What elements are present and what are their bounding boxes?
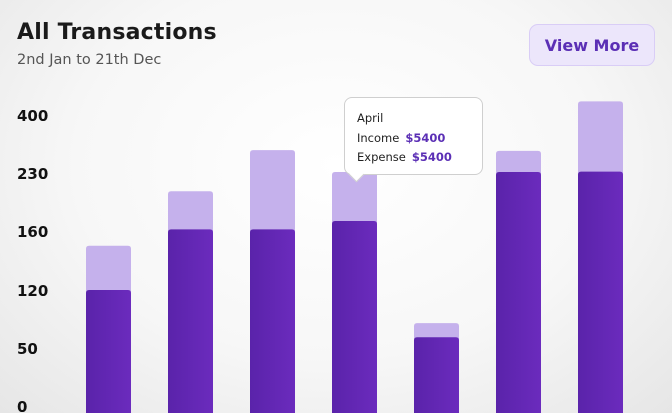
tooltip-month: April bbox=[357, 111, 384, 125]
bar-income[interactable] bbox=[414, 337, 459, 413]
bar-income[interactable] bbox=[168, 229, 213, 413]
page-title: All Transactions bbox=[17, 20, 217, 45]
tooltip-expense-value: $5400 bbox=[411, 150, 452, 164]
y-tick-label: 400 bbox=[17, 107, 48, 125]
date-range-subtitle: 2nd Jan to 21th Dec bbox=[17, 52, 162, 68]
bar-income[interactable] bbox=[250, 229, 295, 413]
bar-income[interactable] bbox=[496, 171, 541, 413]
bar-income[interactable] bbox=[578, 171, 623, 413]
y-tick-label: 120 bbox=[17, 282, 48, 300]
tooltip-income-label: Income bbox=[357, 130, 400, 145]
tooltip-income-value: $5400 bbox=[405, 130, 446, 145]
view-more-button[interactable]: View More bbox=[529, 24, 655, 66]
tooltip-expense-label: Expense bbox=[357, 150, 406, 164]
bar-tooltip: April Income $5400 Expense $5400 bbox=[344, 97, 483, 183]
bar-income[interactable] bbox=[332, 221, 377, 413]
y-tick-label: 160 bbox=[17, 223, 48, 241]
bar-income[interactable] bbox=[86, 290, 131, 413]
y-tick-label: 50 bbox=[17, 340, 38, 358]
y-tick-label: 230 bbox=[17, 165, 48, 183]
y-tick-label: 0 bbox=[17, 398, 27, 413]
